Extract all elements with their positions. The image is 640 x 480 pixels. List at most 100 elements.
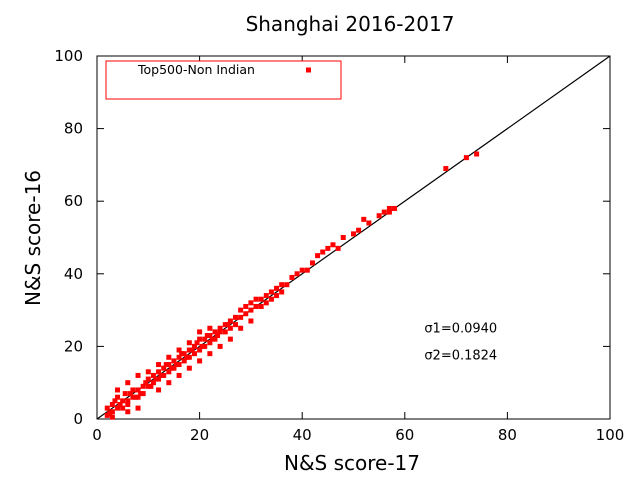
data-point	[207, 340, 213, 346]
data-point	[156, 387, 162, 393]
data-point	[207, 325, 213, 331]
data-point	[161, 365, 167, 371]
y-tick-label: 0	[73, 410, 83, 428]
data-point	[138, 391, 144, 397]
data-point	[392, 205, 398, 211]
data-point	[463, 155, 469, 161]
data-point	[253, 296, 259, 302]
data-point	[140, 383, 146, 389]
data-point	[135, 405, 141, 411]
data-point	[176, 354, 182, 360]
data-point	[356, 227, 362, 233]
data-point	[125, 409, 131, 415]
data-point	[166, 362, 172, 368]
legend-marker	[306, 67, 311, 73]
data-point	[168, 365, 174, 371]
data-point	[284, 282, 290, 288]
data-point	[212, 329, 218, 335]
data-point	[115, 394, 121, 400]
data-point	[309, 260, 315, 266]
data-point	[115, 405, 121, 411]
data-point	[115, 387, 121, 393]
data-point	[109, 414, 115, 420]
data-point	[386, 205, 392, 211]
data-point	[125, 398, 131, 404]
data-point	[233, 314, 239, 320]
data-point	[127, 391, 133, 397]
data-point	[143, 380, 149, 386]
data-point	[122, 391, 128, 397]
data-point	[191, 351, 197, 357]
data-point	[104, 405, 110, 411]
data-point	[238, 307, 244, 313]
data-point	[163, 362, 169, 368]
x-axis-label: N&S score-17	[284, 451, 420, 475]
data-point	[238, 314, 244, 320]
data-point	[366, 220, 372, 226]
y-tick-label: 60	[64, 192, 83, 210]
legend-label: Top500-Non Indian	[137, 62, 255, 77]
data-point	[186, 365, 192, 371]
data-point	[225, 322, 231, 328]
data-point	[140, 391, 146, 397]
data-point	[325, 245, 331, 251]
data-point	[304, 267, 310, 273]
data-point	[186, 354, 192, 360]
data-point	[204, 333, 210, 339]
data-point	[202, 336, 208, 342]
data-point	[130, 387, 136, 393]
data-point	[207, 333, 213, 339]
data-point	[135, 387, 141, 393]
data-point	[222, 322, 228, 328]
data-point	[289, 274, 295, 280]
data-point	[253, 303, 259, 309]
data-point	[156, 369, 162, 375]
data-point	[299, 267, 305, 273]
data-point	[179, 351, 185, 357]
data-point	[130, 394, 136, 400]
data-point	[156, 376, 162, 382]
data-point	[107, 411, 113, 417]
data-point	[156, 362, 162, 368]
data-point	[145, 383, 151, 389]
data-point	[330, 242, 336, 248]
data-point	[145, 376, 151, 382]
data-point	[117, 401, 123, 407]
data-point	[243, 303, 249, 309]
data-point	[176, 362, 182, 368]
data-point	[186, 340, 192, 346]
x-tick-label: 100	[596, 426, 625, 444]
data-point	[386, 209, 392, 215]
data-point	[135, 372, 141, 378]
data-point	[376, 213, 382, 219]
data-point	[199, 343, 205, 349]
data-point	[186, 347, 192, 353]
x-tick-label: 0	[92, 426, 102, 444]
data-point	[268, 296, 274, 302]
sigma-annotation: σ1=0.0940	[424, 321, 497, 336]
data-point	[109, 409, 115, 415]
data-point	[135, 394, 141, 400]
data-point	[279, 289, 285, 295]
data-point	[161, 372, 167, 378]
data-point	[268, 289, 274, 295]
data-point	[351, 231, 356, 237]
data-point	[125, 401, 131, 407]
data-point	[279, 282, 285, 288]
y-axis-label: N&S score-16	[21, 170, 45, 306]
data-point	[238, 325, 244, 331]
data-point	[166, 380, 172, 386]
data-point	[335, 245, 341, 251]
data-point	[474, 151, 480, 157]
data-point	[184, 354, 190, 360]
data-point	[197, 336, 203, 342]
data-point	[197, 358, 203, 364]
data-point	[197, 329, 203, 335]
data-point	[202, 343, 208, 349]
data-point	[120, 398, 126, 404]
data-point	[209, 336, 215, 342]
data-point	[120, 405, 126, 411]
data-point	[381, 209, 387, 215]
x-tick-label: 40	[293, 426, 312, 444]
